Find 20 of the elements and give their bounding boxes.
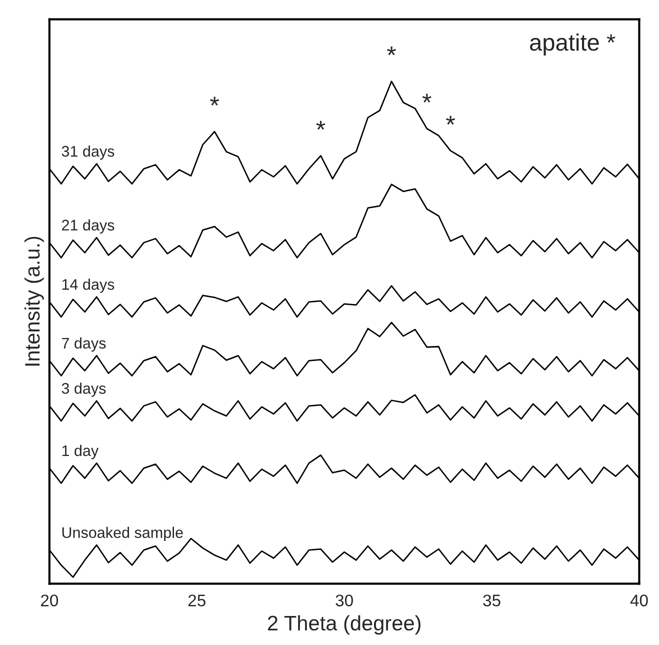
annotation: * — [210, 96, 220, 106]
x-tick-label: 40 — [630, 594, 648, 606]
x-tick-label: 35 — [483, 594, 500, 606]
y-axis-title: Intensity (a.u.) — [24, 236, 44, 366]
x-tick-label: 25 — [188, 594, 206, 606]
series-label: 3 days — [62, 382, 106, 397]
series-label: 7 days — [62, 337, 106, 352]
x-axis-title: 2 Theta (degree) — [268, 615, 420, 635]
annotation: * — [316, 120, 326, 130]
series-label: 31 days — [62, 146, 114, 160]
x-tick-label: 20 — [40, 594, 58, 606]
series-label: 1 day — [62, 444, 99, 460]
x-tick-label: 30 — [336, 594, 353, 606]
annotation: * — [446, 116, 455, 125]
annotation: * — [422, 94, 432, 102]
series-label: Unsoaked sample — [62, 526, 183, 542]
text: apatite * — [530, 33, 616, 56]
annotation: * — [387, 46, 396, 56]
series-label: 14 days — [62, 278, 114, 293]
series-label: 21 days — [62, 219, 114, 234]
